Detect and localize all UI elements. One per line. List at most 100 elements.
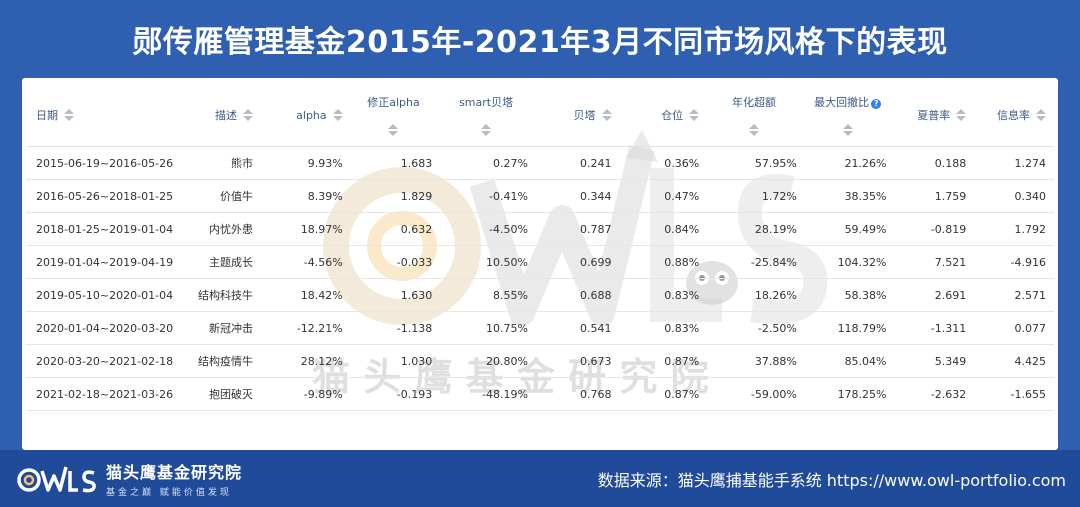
cell-sharpe: -0.819: [892, 212, 973, 246]
col-header-adj-alpha[interactable]: 修正alpha: [348, 84, 439, 147]
brand-slogan: 基金之巅 赋能价值发现: [106, 488, 232, 498]
cell-desc: 新冠冲击: [179, 311, 259, 345]
cell-position: 0.88%: [617, 245, 706, 279]
cell-alpha: 28.12%: [258, 344, 349, 378]
cell-alpha: 8.39%: [258, 179, 349, 213]
sort-arrows-icon[interactable]: [1036, 109, 1046, 121]
cell-max-dd: 104.32%: [802, 245, 893, 279]
cell-position: 0.83%: [617, 311, 706, 345]
table-row[interactable]: 2019-01-04~2019-04-19 主题成长 -4.56% -0.033 10.…: [26, 245, 1054, 279]
cell-info: 0.340: [972, 179, 1054, 213]
table-row[interactable]: 2018-01-25~2019-01-04 内忧外患 18.97% 0.632 -4.5…: [26, 212, 1054, 246]
cell-smart-beta: 0.27%: [438, 146, 534, 180]
cell-position: 0.83%: [617, 278, 706, 312]
table-row[interactable]: 2015-06-19~2016-05-26 熊市 9.93% 1.683 0.27% 0.…: [26, 146, 1054, 180]
cell-info: -1.655: [972, 377, 1054, 411]
help-icon[interactable]: ?: [871, 99, 882, 109]
cell-desc: 结构疫情牛: [179, 344, 259, 378]
cell-info: 4.425: [972, 344, 1054, 378]
cell-info: 0.077: [972, 311, 1054, 345]
cell-desc: 内忧外患: [179, 212, 259, 246]
cell-sharpe: 1.759: [892, 179, 973, 213]
cell-position: 0.87%: [617, 344, 706, 378]
col-header-info-label: 信息率: [997, 109, 1030, 122]
cell-smart-beta: 10.50%: [438, 245, 534, 279]
cell-adj-alpha: -0.033: [348, 245, 439, 279]
table-row[interactable]: 2016-05-26~2018-01-25 价值牛 8.39% 1.829 -0.41%…: [26, 179, 1054, 213]
performance-table: 日期 描述 alpha 修正alpha smart贝塔: [26, 84, 1054, 411]
cell-date: 2021-02-18~2021-03-26: [26, 377, 180, 411]
table-row[interactable]: 2021-02-18~2021-03-26 抱团破灭 -9.89% -0.193 -48…: [26, 377, 1054, 411]
sort-arrows-icon[interactable]: [956, 109, 967, 121]
sort-arrows-icon[interactable]: [748, 124, 759, 136]
col-header-desc[interactable]: 描述: [179, 84, 259, 147]
col-header-beta[interactable]: 贝塔: [533, 84, 618, 147]
col-header-alpha[interactable]: alpha: [258, 84, 349, 147]
table-row[interactable]: 2020-03-20~2021-02-18 结构疫情牛 28.12% 1.030 20.…: [26, 344, 1054, 378]
cell-sharpe: -2.632: [892, 377, 973, 411]
col-header-date-label: 日期: [36, 109, 58, 122]
cell-max-dd: 38.35%: [802, 179, 893, 213]
cell-position: 0.87%: [617, 377, 706, 411]
cell-alpha: 18.42%: [258, 278, 349, 312]
cell-date: 2018-01-25~2019-01-04: [26, 212, 180, 246]
cell-beta: 0.787: [533, 212, 618, 246]
cell-max-dd: 118.79%: [802, 311, 893, 345]
col-header-position[interactable]: 仓位: [617, 84, 706, 147]
cell-desc: 抱团破灭: [179, 377, 259, 411]
col-header-date[interactable]: 日期: [26, 84, 180, 147]
sort-arrows-icon[interactable]: [601, 109, 612, 121]
cell-adj-alpha: -1.138: [348, 311, 439, 345]
cell-info: -4.916: [972, 245, 1054, 279]
cell-position: 0.36%: [617, 146, 706, 180]
cell-info: 1.792: [972, 212, 1054, 246]
sort-arrows-icon[interactable]: [689, 109, 700, 121]
col-header-smart-beta-label: smart贝塔: [459, 96, 514, 109]
col-header-info[interactable]: 信息率: [972, 84, 1054, 147]
col-header-alpha-label: alpha: [296, 108, 327, 122]
page-title: 郧传雁管理基金2015年-2021年3月不同市场风格下的表现: [132, 25, 948, 60]
sort-arrows-icon[interactable]: [842, 124, 853, 136]
cell-info: 1.274: [972, 146, 1054, 180]
col-header-excess-label: 年化超额: [731, 96, 776, 109]
table-row[interactable]: 2020-01-04~2020-03-20 新冠冲击 -12.21% -1.138 10…: [26, 311, 1054, 345]
cell-max-dd: 59.49%: [802, 212, 893, 246]
cell-sharpe: 2.691: [892, 278, 973, 312]
cell-excess: 37.88%: [705, 344, 803, 378]
cell-sharpe: 5.349: [892, 344, 973, 378]
cell-date: 2020-03-20~2021-02-18: [26, 344, 180, 378]
cell-desc: 结构科技牛: [179, 278, 259, 312]
sort-arrows-icon[interactable]: [64, 109, 74, 121]
brand: 猫头鹰基金研究院 基金之巅 赋能价值发现: [16, 456, 242, 501]
col-header-smart-beta[interactable]: smart贝塔: [438, 84, 534, 147]
cell-smart-beta: -4.50%: [438, 212, 534, 246]
cell-adj-alpha: 1.829: [348, 179, 439, 213]
sort-arrows-icon[interactable]: [388, 124, 399, 136]
cell-alpha: 9.93%: [258, 146, 349, 180]
table-row[interactable]: 2019-05-10~2020-01-04 结构科技牛 18.42% 1.630 8.5…: [26, 278, 1054, 312]
col-header-sharpe[interactable]: 夏普率: [892, 84, 973, 147]
col-header-max-dd[interactable]: 最大回撤比?: [802, 84, 893, 147]
cell-alpha: -12.21%: [258, 311, 349, 345]
cell-beta: 0.541: [533, 311, 618, 345]
cell-smart-beta: 8.55%: [438, 278, 534, 312]
cell-excess: 1.72%: [705, 179, 803, 213]
cell-alpha: -9.89%: [258, 377, 349, 411]
cell-desc: 价值牛: [179, 179, 259, 213]
cell-adj-alpha: 1.030: [348, 344, 439, 378]
sort-arrows-icon[interactable]: [481, 124, 492, 136]
cell-smart-beta: -0.41%: [438, 179, 534, 213]
cell-alpha: 18.97%: [258, 212, 349, 246]
cell-desc: 主题成长: [179, 245, 259, 279]
table-header-row: 日期 描述 alpha 修正alpha smart贝塔: [26, 84, 1054, 147]
col-header-position-label: 仓位: [661, 109, 684, 122]
sort-arrows-icon[interactable]: [332, 109, 343, 121]
cell-max-dd: 21.26%: [802, 146, 893, 180]
data-panel: 猫 头 鹰 基 金 研 究 院 日期 描述 alpha: [22, 78, 1058, 450]
cell-beta: 0.344: [533, 179, 618, 213]
cell-smart-beta: 10.75%: [438, 311, 534, 345]
col-header-excess[interactable]: 年化超额: [705, 84, 803, 147]
cell-info: 2.571: [972, 278, 1054, 312]
sort-arrows-icon[interactable]: [242, 109, 253, 121]
cell-max-dd: 58.38%: [802, 278, 893, 312]
